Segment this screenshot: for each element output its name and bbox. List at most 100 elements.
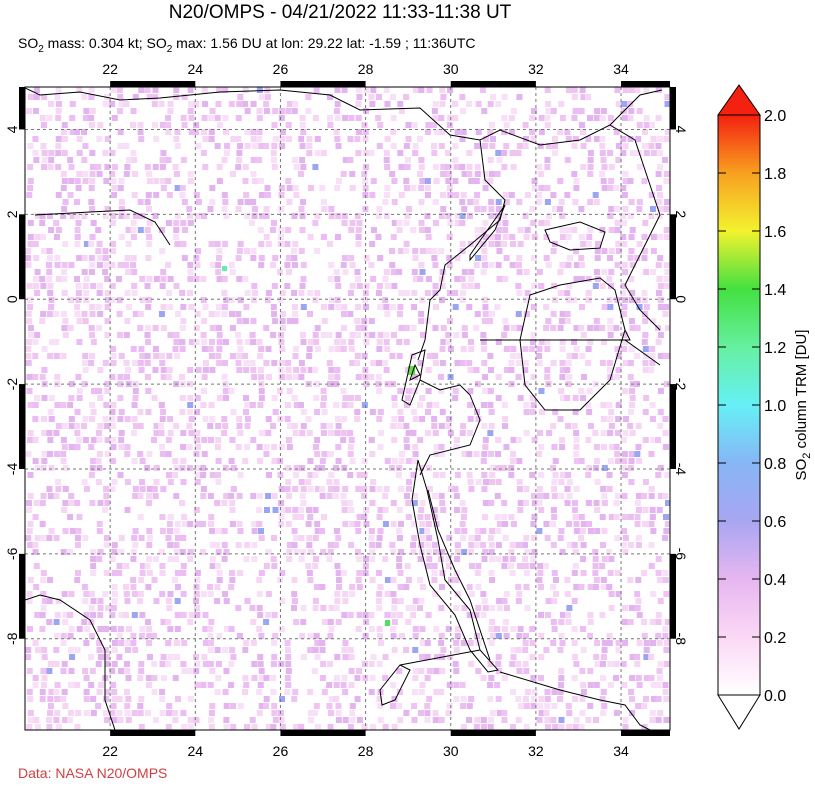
pixel: [368, 689, 375, 695]
pixel: [468, 549, 475, 555]
pixel: [454, 507, 461, 513]
pixel: [341, 255, 348, 261]
pixel: [117, 332, 124, 338]
pixel: [445, 178, 452, 184]
pixel: [62, 619, 69, 625]
pixel: [109, 374, 116, 380]
pixel: [594, 248, 601, 254]
pixel: [55, 115, 62, 121]
pixel: [131, 416, 138, 422]
pixel: [166, 290, 173, 296]
pixel: [538, 696, 545, 702]
pixel: [544, 157, 551, 163]
pixel: [355, 227, 362, 233]
pixel: [356, 612, 363, 618]
pixel: [123, 101, 130, 107]
pixel: [137, 409, 144, 415]
pixel: [334, 185, 341, 191]
pixel: [648, 213, 655, 219]
pixel: [496, 206, 503, 212]
pixel: [642, 346, 649, 352]
pixel: [146, 570, 153, 576]
pixel: [615, 591, 622, 597]
pixel: [454, 542, 461, 548]
pixel: [160, 486, 167, 492]
pixel: [663, 528, 670, 534]
pixel: [221, 192, 228, 198]
pixel: [487, 129, 494, 135]
pixel: [515, 283, 522, 289]
pixel: [508, 129, 515, 135]
pixel: [307, 689, 314, 695]
pixel: [410, 353, 417, 359]
pixel: [216, 178, 223, 184]
pixel: [76, 255, 83, 261]
pixel: [481, 451, 488, 457]
pixel: [222, 241, 229, 247]
pixel: [655, 437, 662, 443]
pixel: [75, 283, 82, 289]
pixel: [32, 458, 39, 464]
pixel: [377, 717, 384, 723]
pixel: [69, 528, 76, 534]
pixel: [480, 346, 487, 352]
pixel: [412, 255, 419, 261]
pixel: [153, 479, 160, 485]
pixel: [641, 297, 648, 303]
pixel: [641, 255, 648, 261]
pixel: [404, 493, 411, 499]
pixel: [369, 556, 376, 562]
pixel: [61, 661, 68, 667]
pixel: [334, 675, 341, 681]
pixel: [501, 465, 508, 471]
pixel: [172, 675, 179, 681]
pixel: [146, 206, 153, 212]
pixel: [312, 598, 319, 604]
frame-bar: [621, 81, 670, 87]
pixel: [181, 640, 188, 646]
lat-tick-label: -2: [4, 378, 20, 391]
pixel: [256, 129, 263, 135]
pixel: [194, 682, 201, 688]
pixel: [566, 605, 573, 611]
pixel: [89, 234, 96, 240]
pixel: [397, 101, 404, 107]
pixel: [601, 269, 608, 275]
pixel: [264, 192, 271, 198]
pixel: [629, 395, 636, 401]
pixel: [412, 626, 419, 632]
pixel: [172, 717, 179, 723]
pixel: [104, 206, 111, 212]
pixel: [571, 143, 578, 149]
pixel: [389, 171, 396, 177]
pixel: [299, 143, 306, 149]
pixel: [565, 234, 572, 240]
pixel: [243, 367, 250, 373]
pixel: [62, 528, 69, 534]
pixel: [167, 416, 174, 422]
pixel: [130, 150, 137, 156]
frame-bar: [19, 384, 25, 469]
pixel: [48, 465, 55, 471]
pixel: [524, 192, 531, 198]
pixel: [376, 626, 383, 632]
pixel: [552, 724, 559, 730]
pixel: [536, 486, 543, 492]
pixel: [446, 262, 453, 268]
pixel: [397, 535, 404, 541]
pixel: [173, 94, 180, 100]
pixel: [481, 486, 488, 492]
pixel: [109, 458, 116, 464]
pixel: [417, 402, 424, 408]
pixel: [270, 724, 277, 730]
pixel: [566, 493, 573, 499]
pixel: [432, 710, 439, 716]
pixel: [158, 353, 165, 359]
pixel: [620, 213, 627, 219]
pixel: [60, 402, 67, 408]
pixel: [501, 626, 508, 632]
pixel: [62, 318, 69, 324]
pixel: [333, 108, 340, 114]
pixel: [495, 101, 502, 107]
pixel: [382, 360, 389, 366]
